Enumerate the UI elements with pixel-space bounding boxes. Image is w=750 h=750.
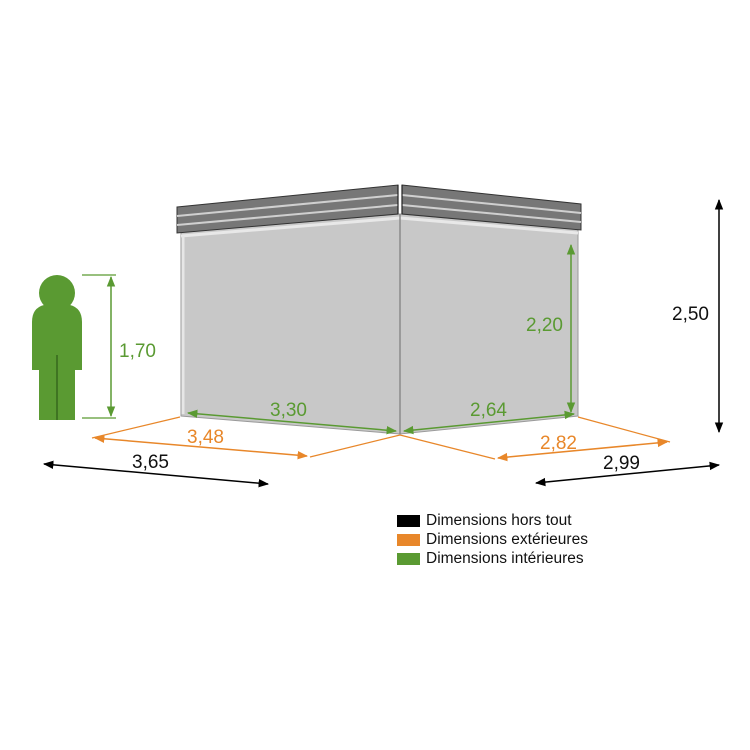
interior-height-label: 2,20 xyxy=(526,315,563,336)
interior-depth-label: 2,64 xyxy=(470,400,507,421)
exterior-depth-label: 2,82 xyxy=(540,433,577,454)
overall-height-label: 2,50 xyxy=(672,304,709,325)
legend-item-overall: Dimensions hors tout xyxy=(397,511,588,530)
legend-swatch-exterior xyxy=(397,533,420,546)
person-silhouette-icon xyxy=(32,275,82,420)
legend-item-exterior: Dimensions extérieures xyxy=(397,530,588,549)
overall-depth-label: 2,99 xyxy=(603,453,640,474)
interior-dimensions xyxy=(186,243,576,435)
exterior-dimensions xyxy=(91,416,671,462)
legend: Dimensions hors tout Dimensions extérieu… xyxy=(397,511,588,568)
legend-label-overall: Dimensions hors tout xyxy=(426,511,572,529)
person-height-dimension xyxy=(82,274,116,419)
shed xyxy=(176,184,582,435)
legend-label-interior: Dimensions intérieures xyxy=(426,549,584,567)
person-height-label: 1,70 xyxy=(119,341,156,362)
overall-dimensions xyxy=(42,198,724,488)
legend-item-interior: Dimensions intérieures xyxy=(397,549,588,568)
overall-width-label: 3,65 xyxy=(132,452,169,473)
legend-swatch-overall xyxy=(397,514,420,527)
legend-swatch-interior xyxy=(397,552,420,565)
legend-label-exterior: Dimensions extérieures xyxy=(426,530,588,548)
interior-width-label: 3,30 xyxy=(270,400,307,421)
exterior-width-label: 3,48 xyxy=(187,427,224,448)
